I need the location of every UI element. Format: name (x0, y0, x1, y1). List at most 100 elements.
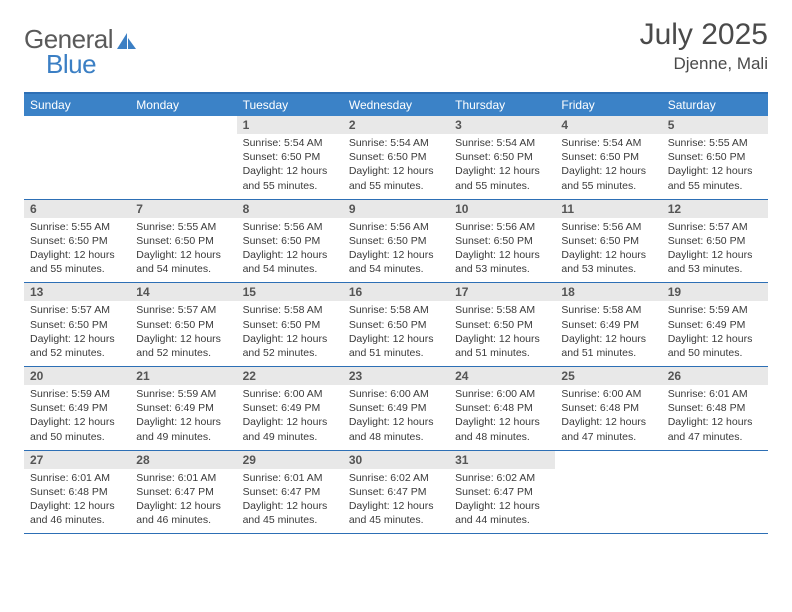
day-number: 7 (130, 200, 236, 218)
day-cell: 29Sunrise: 6:01 AMSunset: 6:47 PMDayligh… (237, 451, 343, 534)
sunset-text: Sunset: 6:49 PM (668, 318, 762, 332)
day-number: 10 (449, 200, 555, 218)
day-cell: 21Sunrise: 5:59 AMSunset: 6:49 PMDayligh… (130, 367, 236, 450)
sunset-text: Sunset: 6:50 PM (243, 234, 337, 248)
sunrise-text: Sunrise: 5:58 AM (349, 303, 443, 317)
sunset-text: Sunset: 6:50 PM (136, 318, 230, 332)
day-number: 4 (555, 116, 661, 134)
sunset-text: Sunset: 6:47 PM (136, 485, 230, 499)
daylight-text: Daylight: 12 hours and 49 minutes. (136, 415, 230, 443)
daylight-text: Daylight: 12 hours and 52 minutes. (136, 332, 230, 360)
day-cell: 8Sunrise: 5:56 AMSunset: 6:50 PMDaylight… (237, 200, 343, 283)
sunrise-text: Sunrise: 6:00 AM (455, 387, 549, 401)
day-body: Sunrise: 6:00 AMSunset: 6:48 PMDaylight:… (449, 385, 555, 444)
day-body: Sunrise: 5:56 AMSunset: 6:50 PMDaylight:… (449, 218, 555, 277)
day-number: 28 (130, 451, 236, 469)
sunset-text: Sunset: 6:47 PM (349, 485, 443, 499)
day-body: Sunrise: 6:02 AMSunset: 6:47 PMDaylight:… (449, 469, 555, 528)
day-header-friday: Friday (555, 94, 661, 116)
day-cell: 1Sunrise: 5:54 AMSunset: 6:50 PMDaylight… (237, 116, 343, 199)
day-body: Sunrise: 5:58 AMSunset: 6:50 PMDaylight:… (343, 301, 449, 360)
daylight-text: Daylight: 12 hours and 54 minutes. (243, 248, 337, 276)
logo-text-blue: Blue (46, 49, 138, 80)
day-cell: 19Sunrise: 5:59 AMSunset: 6:49 PMDayligh… (662, 283, 768, 366)
day-cell: 4Sunrise: 5:54 AMSunset: 6:50 PMDaylight… (555, 116, 661, 199)
daylight-text: Daylight: 12 hours and 50 minutes. (668, 332, 762, 360)
day-body: Sunrise: 5:58 AMSunset: 6:49 PMDaylight:… (555, 301, 661, 360)
day-header-tuesday: Tuesday (237, 94, 343, 116)
day-cell: 11Sunrise: 5:56 AMSunset: 6:50 PMDayligh… (555, 200, 661, 283)
day-cell: 23Sunrise: 6:00 AMSunset: 6:49 PMDayligh… (343, 367, 449, 450)
sunset-text: Sunset: 6:49 PM (561, 318, 655, 332)
day-cell: 5Sunrise: 5:55 AMSunset: 6:50 PMDaylight… (662, 116, 768, 199)
sunrise-text: Sunrise: 6:00 AM (561, 387, 655, 401)
day-number: 9 (343, 200, 449, 218)
sunrise-text: Sunrise: 5:55 AM (30, 220, 124, 234)
day-cell: 25Sunrise: 6:00 AMSunset: 6:48 PMDayligh… (555, 367, 661, 450)
day-number: 20 (24, 367, 130, 385)
daylight-text: Daylight: 12 hours and 51 minutes. (349, 332, 443, 360)
sunrise-text: Sunrise: 5:57 AM (136, 303, 230, 317)
daylight-text: Daylight: 12 hours and 53 minutes. (561, 248, 655, 276)
day-number: 2 (343, 116, 449, 134)
sunrise-text: Sunrise: 5:58 AM (243, 303, 337, 317)
week-row: 20Sunrise: 5:59 AMSunset: 6:49 PMDayligh… (24, 367, 768, 451)
day-number: 27 (24, 451, 130, 469)
daylight-text: Daylight: 12 hours and 55 minutes. (668, 164, 762, 192)
sunset-text: Sunset: 6:50 PM (243, 150, 337, 164)
day-cell: 28Sunrise: 6:01 AMSunset: 6:47 PMDayligh… (130, 451, 236, 534)
day-body: Sunrise: 5:55 AMSunset: 6:50 PMDaylight:… (24, 218, 130, 277)
sunset-text: Sunset: 6:47 PM (455, 485, 549, 499)
day-body: Sunrise: 6:01 AMSunset: 6:48 PMDaylight:… (662, 385, 768, 444)
day-body: Sunrise: 5:57 AMSunset: 6:50 PMDaylight:… (662, 218, 768, 277)
week-row: 1Sunrise: 5:54 AMSunset: 6:50 PMDaylight… (24, 116, 768, 200)
week-row: 6Sunrise: 5:55 AMSunset: 6:50 PMDaylight… (24, 200, 768, 284)
calendar: SundayMondayTuesdayWednesdayThursdayFrid… (24, 92, 768, 534)
day-number: 30 (343, 451, 449, 469)
daylight-text: Daylight: 12 hours and 55 minutes. (455, 164, 549, 192)
day-body: Sunrise: 5:54 AMSunset: 6:50 PMDaylight:… (237, 134, 343, 193)
day-body: Sunrise: 6:01 AMSunset: 6:48 PMDaylight:… (24, 469, 130, 528)
day-number: 18 (555, 283, 661, 301)
day-cell: 14Sunrise: 5:57 AMSunset: 6:50 PMDayligh… (130, 283, 236, 366)
day-number: 12 (662, 200, 768, 218)
day-cell: 13Sunrise: 5:57 AMSunset: 6:50 PMDayligh… (24, 283, 130, 366)
day-number: 19 (662, 283, 768, 301)
title-block: July 2025 Djenne, Mali (640, 18, 768, 74)
daylight-text: Daylight: 12 hours and 48 minutes. (349, 415, 443, 443)
daylight-text: Daylight: 12 hours and 53 minutes. (455, 248, 549, 276)
day-number: 11 (555, 200, 661, 218)
daylight-text: Daylight: 12 hours and 48 minutes. (455, 415, 549, 443)
sunset-text: Sunset: 6:50 PM (30, 234, 124, 248)
sunset-text: Sunset: 6:50 PM (455, 234, 549, 248)
day-body: Sunrise: 5:55 AMSunset: 6:50 PMDaylight:… (662, 134, 768, 193)
sunset-text: Sunset: 6:49 PM (243, 401, 337, 415)
day-body: Sunrise: 5:59 AMSunset: 6:49 PMDaylight:… (662, 301, 768, 360)
day-number: 3 (449, 116, 555, 134)
day-cell (555, 451, 661, 534)
sunrise-text: Sunrise: 5:55 AM (136, 220, 230, 234)
day-body: Sunrise: 6:01 AMSunset: 6:47 PMDaylight:… (237, 469, 343, 528)
day-body: Sunrise: 6:00 AMSunset: 6:49 PMDaylight:… (343, 385, 449, 444)
sunset-text: Sunset: 6:50 PM (349, 318, 443, 332)
day-body: Sunrise: 5:56 AMSunset: 6:50 PMDaylight:… (237, 218, 343, 277)
sunrise-text: Sunrise: 5:57 AM (668, 220, 762, 234)
day-body: Sunrise: 5:57 AMSunset: 6:50 PMDaylight:… (130, 301, 236, 360)
daylight-text: Daylight: 12 hours and 55 minutes. (561, 164, 655, 192)
sunset-text: Sunset: 6:49 PM (30, 401, 124, 415)
daylight-text: Daylight: 12 hours and 54 minutes. (349, 248, 443, 276)
sunset-text: Sunset: 6:50 PM (349, 150, 443, 164)
sunrise-text: Sunrise: 5:58 AM (455, 303, 549, 317)
sunrise-text: Sunrise: 6:00 AM (243, 387, 337, 401)
day-cell: 10Sunrise: 5:56 AMSunset: 6:50 PMDayligh… (449, 200, 555, 283)
day-cell: 24Sunrise: 6:00 AMSunset: 6:48 PMDayligh… (449, 367, 555, 450)
day-cell: 20Sunrise: 5:59 AMSunset: 6:49 PMDayligh… (24, 367, 130, 450)
day-body: Sunrise: 5:54 AMSunset: 6:50 PMDaylight:… (449, 134, 555, 193)
sunset-text: Sunset: 6:50 PM (668, 234, 762, 248)
day-body: Sunrise: 5:58 AMSunset: 6:50 PMDaylight:… (237, 301, 343, 360)
daylight-text: Daylight: 12 hours and 55 minutes. (243, 164, 337, 192)
day-number: 29 (237, 451, 343, 469)
day-number: 25 (555, 367, 661, 385)
day-cell: 31Sunrise: 6:02 AMSunset: 6:47 PMDayligh… (449, 451, 555, 534)
sunrise-text: Sunrise: 5:59 AM (30, 387, 124, 401)
